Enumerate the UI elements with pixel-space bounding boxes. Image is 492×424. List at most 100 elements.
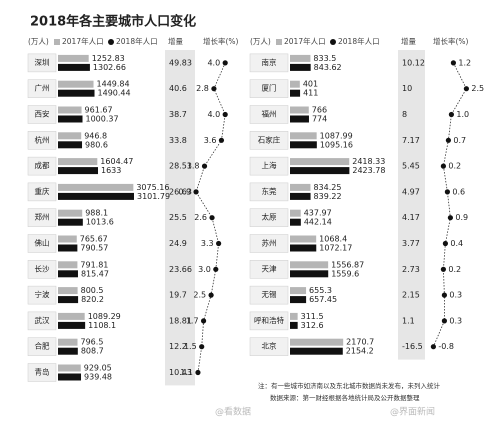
bar-2018 bbox=[290, 321, 298, 329]
value-2018: 2154.2 bbox=[346, 347, 374, 356]
growth-dot bbox=[195, 369, 201, 376]
growth-dot bbox=[441, 318, 447, 324]
value-2018: 3101.79 bbox=[137, 192, 170, 201]
value-2018: 411 bbox=[303, 89, 318, 98]
increase-value: 18.81 bbox=[169, 316, 192, 325]
legend-label: 2018年人口 bbox=[116, 36, 158, 46]
value-2017: 1556.87 bbox=[331, 260, 364, 269]
city-box bbox=[249, 131, 289, 150]
growth-label: 1.5 bbox=[184, 342, 197, 351]
increase-value: 4.17 bbox=[402, 213, 420, 222]
bar-2018 bbox=[290, 141, 317, 149]
city-name: 厦门 bbox=[262, 84, 277, 93]
city-name: 合肥 bbox=[35, 341, 50, 351]
growth-dot bbox=[440, 163, 446, 169]
growth-label: 0.3 bbox=[449, 291, 462, 300]
growth-label: 0.4 bbox=[450, 239, 463, 248]
city-name: 南京 bbox=[262, 57, 277, 67]
bar-2018 bbox=[290, 296, 307, 304]
value-2017: 1089.29 bbox=[88, 312, 121, 321]
value-2018: 1633 bbox=[101, 166, 121, 175]
city-box bbox=[27, 53, 57, 73]
city-box bbox=[27, 79, 57, 98]
city-name: 成都 bbox=[35, 160, 50, 170]
bar-2017 bbox=[58, 158, 98, 166]
growth-label: 1.8 bbox=[187, 162, 200, 171]
growth-dot bbox=[209, 215, 215, 221]
value-2017: 1449.84 bbox=[97, 80, 130, 89]
city-name: 佛山 bbox=[35, 238, 50, 248]
growth-dot bbox=[208, 292, 214, 298]
increase-value: 10.43 bbox=[169, 368, 192, 377]
growth-dot bbox=[213, 266, 219, 272]
legend-swatch bbox=[276, 39, 282, 45]
column-label: 增量 bbox=[168, 36, 183, 46]
increase-band bbox=[398, 50, 425, 360]
growth-label: 0.7 bbox=[453, 136, 466, 145]
value-2018: 1559.6 bbox=[331, 269, 359, 278]
note: 注：有一些城市如济南以及东北城市数据尚未发布，未列入统计 bbox=[258, 381, 441, 390]
growth-label: 1.7 bbox=[186, 316, 199, 325]
value-2018: 1302.66 bbox=[93, 63, 126, 72]
bar-2017 bbox=[58, 183, 134, 191]
value-2017: 1068.4 bbox=[319, 235, 347, 244]
growth-label: 0.2 bbox=[448, 265, 461, 274]
increase-value: 4.97 bbox=[402, 187, 420, 196]
value-2017: 946.8 bbox=[84, 131, 107, 140]
increase-value: 49.83 bbox=[169, 58, 192, 67]
bar-2018 bbox=[290, 218, 301, 226]
increase-value: 1.1 bbox=[402, 316, 415, 325]
growth-dot bbox=[211, 86, 217, 92]
growth-label: 3.0 bbox=[198, 265, 211, 274]
increase-value: 28.53 bbox=[169, 162, 192, 171]
bar-2018 bbox=[58, 373, 82, 381]
bar-2018 bbox=[58, 192, 134, 200]
increase-value: 33.8 bbox=[169, 136, 187, 145]
value-2017: 655.3 bbox=[309, 286, 332, 295]
source: 数据来源：第一财经根据各地统计局及公开数据整理 bbox=[270, 393, 420, 402]
city-name: 重庆 bbox=[35, 186, 50, 196]
bar-2018 bbox=[290, 63, 311, 71]
growth-dot bbox=[218, 137, 225, 143]
growth-label: -0.8 bbox=[438, 342, 454, 351]
growth-dot bbox=[222, 60, 228, 66]
bar-2018 bbox=[58, 321, 86, 329]
bar-2018 bbox=[290, 244, 317, 252]
value-2017: 3075.16 bbox=[136, 183, 169, 192]
growth-label: 1.0 bbox=[456, 110, 469, 119]
increase-band bbox=[165, 50, 195, 386]
bar-2017 bbox=[290, 261, 329, 269]
growth-dot bbox=[463, 86, 469, 92]
city-name: 广州 bbox=[35, 83, 50, 93]
city-name: 西安 bbox=[35, 109, 50, 119]
bar-2017 bbox=[58, 106, 82, 114]
bar-2017 bbox=[58, 132, 82, 140]
city-box bbox=[27, 208, 57, 227]
growth-dot bbox=[200, 318, 207, 324]
increase-value: 40.6 bbox=[169, 84, 187, 93]
growth-label: 0.6 bbox=[452, 187, 465, 196]
bar-2018 bbox=[58, 218, 83, 226]
growth-dot bbox=[201, 163, 208, 169]
value-2018: 815.47 bbox=[81, 269, 109, 278]
city-box bbox=[249, 53, 289, 73]
city-box bbox=[27, 105, 57, 124]
city-name: 长沙 bbox=[35, 263, 50, 273]
bar-2017 bbox=[58, 338, 78, 346]
city-name: 石家庄 bbox=[258, 134, 281, 144]
value-2017: 401 bbox=[303, 80, 318, 89]
bar-2018 bbox=[58, 63, 90, 71]
bar-2018 bbox=[290, 167, 350, 175]
bar-2017 bbox=[290, 312, 298, 320]
value-2018: 843.62 bbox=[314, 63, 342, 72]
city-box bbox=[27, 234, 57, 253]
city-name: 武汉 bbox=[35, 315, 50, 325]
growth-label: 2.5 bbox=[471, 84, 484, 93]
increase-value: 3.77 bbox=[402, 239, 420, 248]
bar-2017 bbox=[290, 209, 301, 217]
bar-2018 bbox=[290, 89, 301, 97]
value-2018: 657.45 bbox=[309, 295, 337, 304]
legend-swatch bbox=[330, 39, 336, 45]
bar-2017 bbox=[290, 132, 317, 140]
city-box bbox=[249, 105, 289, 124]
